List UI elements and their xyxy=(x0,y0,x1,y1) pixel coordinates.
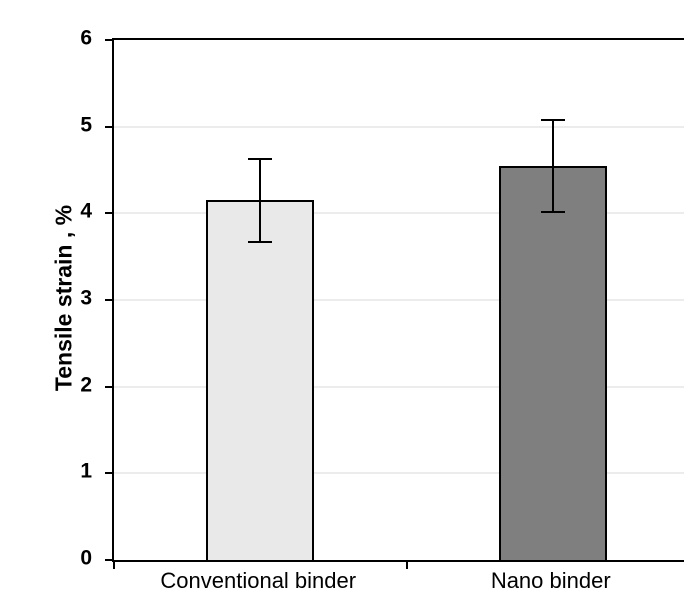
error-bar-cap xyxy=(541,211,565,213)
bar-group xyxy=(114,40,407,560)
y-tick-mark xyxy=(105,126,112,128)
bar-group xyxy=(407,40,684,560)
y-tick-label: 1 xyxy=(80,461,92,482)
y-tick-mark xyxy=(105,472,112,474)
y-tick-label: 5 xyxy=(80,114,92,135)
bar-1 xyxy=(206,200,314,560)
y-tick-label: 6 xyxy=(80,28,92,49)
y-tick-mark xyxy=(105,212,112,214)
y-tick-mark xyxy=(105,559,112,561)
error-bar-cap xyxy=(248,241,272,243)
y-tick-label: 2 xyxy=(80,374,92,395)
y-tick-label: 4 xyxy=(80,201,92,222)
error-bar xyxy=(552,120,554,212)
x-category-label: Nano binder xyxy=(405,568,684,594)
y-tick-mark xyxy=(105,299,112,301)
y-tick-label: 0 xyxy=(80,548,92,569)
error-bar-cap xyxy=(541,119,565,121)
x-category-label: Conventional binder xyxy=(112,568,405,594)
bar-2 xyxy=(499,166,607,560)
error-bar-cap xyxy=(248,158,272,160)
y-tick-mark xyxy=(105,39,112,41)
y-tick-mark xyxy=(105,386,112,388)
y-tick-label: 3 xyxy=(80,288,92,309)
plot-area xyxy=(112,38,684,562)
error-bar xyxy=(259,159,261,242)
